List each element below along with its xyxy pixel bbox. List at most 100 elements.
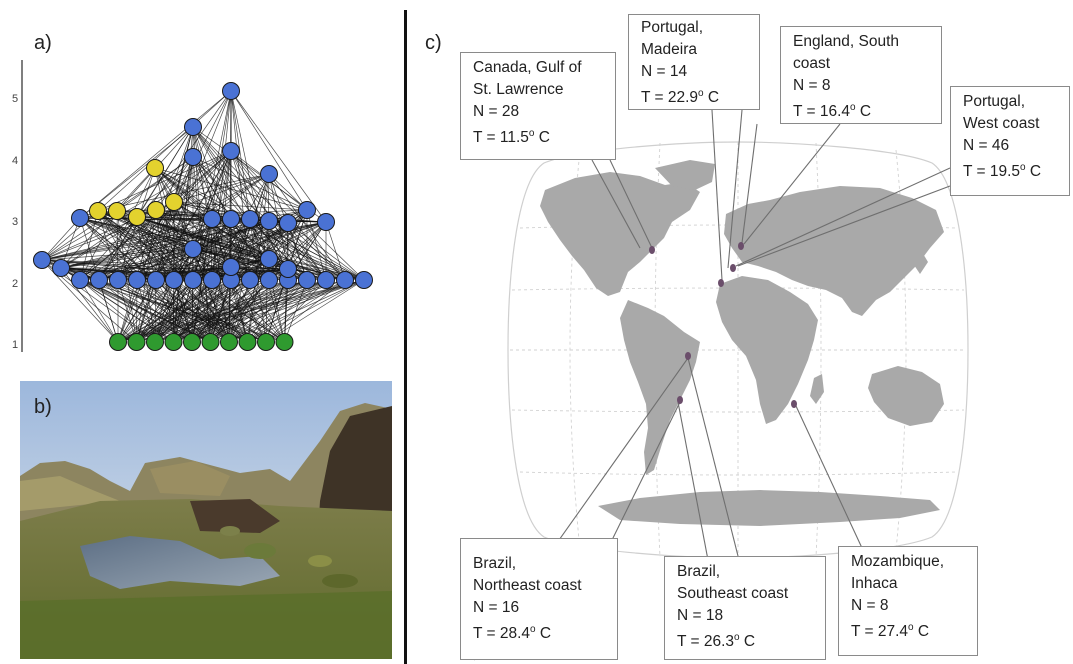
- leader-line-canada: [591, 159, 641, 249]
- trophic-level-tick: 4: [12, 155, 18, 167]
- trophic-link: [97, 173, 270, 212]
- site-place: Portugal,: [641, 19, 704, 36]
- species-node: [275, 333, 294, 351]
- species-node: [71, 209, 89, 227]
- trophic-link: [230, 221, 327, 268]
- site-place: St. Lawrence: [473, 81, 564, 98]
- site-place: England, South: [793, 33, 900, 50]
- trophic-link: [325, 221, 346, 281]
- site-place: Inhaca: [851, 575, 898, 592]
- site-place: coast: [793, 55, 831, 72]
- site-markers: [649, 242, 797, 408]
- species-node: [108, 202, 126, 220]
- trophic-link: [136, 126, 194, 218]
- site-callout-mozambique: Mozambique, Inhaca N = 8 T = 27.4o C: [838, 546, 978, 656]
- trophic-link: [116, 156, 194, 212]
- site-marker-madeira: [718, 279, 724, 287]
- rock-pool-photo: [20, 381, 392, 659]
- trophic-link: [230, 90, 251, 220]
- species-node: [203, 271, 221, 289]
- trophic-axis-ticks: 1 2 3 4 5: [12, 93, 18, 351]
- species-node: [260, 165, 278, 183]
- species-node: [257, 333, 275, 351]
- madagascar: [810, 374, 824, 404]
- world-map: [507, 141, 969, 559]
- trophic-level-tick: 1: [12, 339, 18, 351]
- species-node: [90, 271, 108, 289]
- species-node: [298, 201, 316, 219]
- antarctica: [598, 490, 940, 526]
- trophic-link: [211, 173, 270, 281]
- trophic-link: [117, 221, 327, 343]
- species-node: [317, 271, 335, 289]
- trophic-link: [211, 90, 232, 281]
- site-callout-brazil-southeast: Brazil, Southeast coast N = 18 T = 26.3o…: [664, 556, 826, 660]
- leader-line-canada: [609, 159, 653, 249]
- trophic-link: [60, 220, 270, 269]
- site-place: Brazil,: [677, 563, 721, 580]
- leader-line-brazil-ne: [611, 401, 681, 541]
- trophic-link: [60, 150, 232, 269]
- trophic-link: [136, 201, 175, 281]
- site-sample-size: N = 18: [677, 607, 724, 624]
- trophic-link: [117, 173, 270, 281]
- panel-c-label: c): [425, 32, 442, 54]
- species-node: [220, 333, 238, 351]
- species-node: [146, 159, 164, 177]
- trophic-level-tick: 2: [12, 278, 18, 290]
- trophic-link: [98, 150, 232, 281]
- species-node: [222, 210, 240, 228]
- trophic-link: [192, 126, 308, 281]
- trophic-link: [79, 279, 119, 343]
- species-node: [260, 250, 278, 268]
- north-america: [540, 172, 700, 296]
- site-sample-size: N = 14: [641, 63, 688, 80]
- trophic-link: [97, 150, 232, 212]
- trophic-link: [117, 279, 346, 343]
- trophic-link: [230, 150, 365, 281]
- site-temperature: T = 16.4o C: [793, 102, 872, 121]
- species-node: [279, 214, 297, 232]
- species-node: [241, 210, 259, 228]
- site-callout-portugal-west: Portugal, West coast N = 46 T = 19.5o C: [950, 86, 1070, 196]
- species-node: [241, 271, 259, 289]
- site-temperature: T = 11.5o C: [473, 128, 550, 147]
- trophic-link: [173, 90, 232, 203]
- species-node: [184, 118, 202, 136]
- species-node: [33, 251, 51, 269]
- trophic-link: [97, 210, 119, 281]
- trophic-link: [154, 167, 194, 281]
- site-place: Mozambique,: [851, 553, 945, 570]
- trophic-link: [79, 210, 99, 281]
- site-place: Madeira: [641, 41, 697, 58]
- trophic-link: [247, 173, 270, 343]
- species-node: [127, 333, 146, 351]
- site-place: Brazil,: [473, 555, 517, 572]
- trophic-link: [79, 90, 232, 219]
- trophic-link: [41, 217, 81, 261]
- species-node: [238, 333, 257, 351]
- leader-line-portugal-west: [737, 185, 951, 267]
- site-place: Southeast coast: [677, 585, 789, 602]
- trophic-link: [191, 222, 289, 343]
- australia: [868, 366, 944, 426]
- trophic-link: [230, 90, 308, 211]
- panel-a-label: a): [34, 32, 52, 54]
- species-node: [109, 271, 127, 289]
- leader-line-england: [741, 123, 758, 244]
- trophic-link: [230, 150, 327, 281]
- trophic-link: [173, 126, 194, 203]
- site-marker-brazil-se: [677, 396, 683, 404]
- species-node: [165, 271, 183, 289]
- leader-line-madeira: [711, 109, 723, 281]
- continents: [540, 160, 944, 526]
- callout-leader-lines: [473, 109, 951, 661]
- trophic-link: [41, 150, 232, 261]
- species-node: [222, 258, 240, 276]
- leader-line-portugal-west: [735, 167, 951, 267]
- site-marker-canada: [649, 246, 655, 254]
- species-node: [89, 202, 107, 220]
- site-place: Portugal,: [963, 93, 1026, 110]
- site-marker-mozambique: [791, 400, 797, 408]
- site-temperature: T = 19.5o C: [963, 162, 1042, 181]
